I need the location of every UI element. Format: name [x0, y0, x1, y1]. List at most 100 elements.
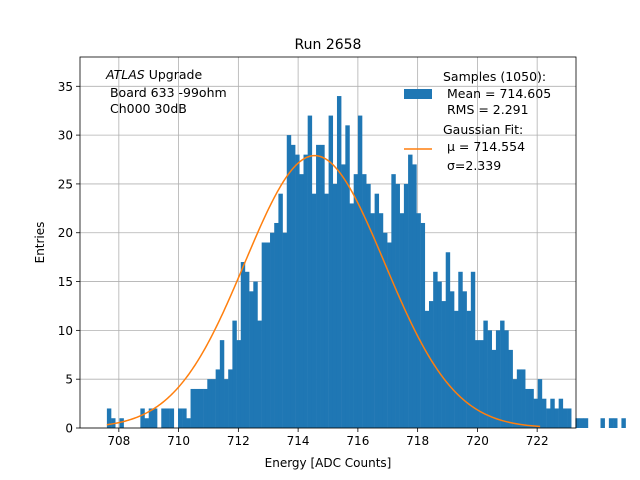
histogram-bar — [311, 193, 317, 428]
histogram-bar — [257, 320, 262, 428]
y-tick-label: 30 — [58, 129, 73, 143]
histogram-bar — [374, 193, 380, 428]
x-tick-label: 718 — [406, 434, 429, 448]
histogram-bar — [286, 135, 292, 428]
histogram-bar — [119, 418, 124, 428]
histogram-bar — [378, 213, 384, 428]
histogram-bar — [399, 213, 405, 428]
histogram-bar — [303, 154, 308, 428]
legend-mu: μ = 714.554 — [443, 139, 525, 154]
annotation-line-1: ATLAS Upgrade — [105, 67, 202, 82]
histogram-bar — [454, 310, 459, 428]
x-tick-label: 716 — [346, 434, 369, 448]
histogram-bar — [186, 418, 191, 428]
histogram-bar — [198, 388, 204, 428]
histogram-bar — [579, 418, 585, 428]
histogram-bar — [215, 369, 221, 428]
histogram-bar — [558, 398, 564, 428]
histogram-bar — [253, 281, 258, 428]
histogram-bar — [332, 183, 338, 428]
histogram-bar — [437, 281, 442, 428]
legend-samples-title: Samples (1050): — [443, 69, 546, 84]
histogram-bars — [106, 96, 626, 429]
legend-histogram-swatch — [404, 89, 432, 99]
histogram-bar — [533, 398, 539, 428]
histogram-bar — [412, 164, 417, 429]
histogram-bar — [462, 291, 467, 428]
annotation-upgrade: Upgrade — [145, 67, 203, 82]
y-tick-label: 10 — [58, 324, 73, 338]
legend-fit-title: Gaussian Fit: — [443, 122, 523, 137]
histogram-bar — [608, 418, 614, 428]
y-tick-label: 5 — [65, 373, 73, 387]
histogram-bar — [387, 242, 392, 428]
histogram-bar — [479, 340, 484, 428]
histogram-bar — [224, 379, 229, 428]
x-tick-label: 712 — [227, 434, 250, 448]
histogram-bar — [244, 271, 250, 428]
x-tick-label: 710 — [167, 434, 190, 448]
histogram-bar — [169, 408, 175, 428]
histogram-bar — [491, 349, 497, 428]
histogram-bar — [483, 320, 488, 428]
annotation-atlas-italic: ATLAS — [105, 67, 145, 82]
legend-mean: Mean = 714.605 — [443, 86, 551, 101]
legend: Samples (1050): Mean = 714.605 RMS = 2.2… — [404, 69, 551, 173]
histogram-bar — [290, 144, 296, 429]
atlas-annotation: ATLAS Upgrade Board 633 -99ohm Ch000 30d… — [105, 67, 227, 116]
histogram-bar — [265, 242, 271, 428]
histogram-bar — [324, 193, 329, 428]
histogram-bar — [441, 301, 446, 428]
histogram-bar — [583, 418, 589, 428]
histogram-bar — [165, 408, 170, 428]
histogram-bar — [516, 369, 522, 428]
x-tick-label: 720 — [466, 434, 489, 448]
plot-frame — [79, 56, 577, 429]
histogram-bar — [236, 340, 242, 428]
histogram-bar — [316, 144, 321, 429]
legend-sigma: σ=2.339 — [443, 158, 501, 173]
gaussian-fit-curve — [106, 154, 541, 428]
histogram-bar — [270, 232, 275, 428]
histogram-bar — [240, 262, 246, 428]
histogram-bar — [144, 418, 149, 428]
y-tick-label: 0 — [65, 422, 73, 436]
histogram-bar — [152, 408, 158, 428]
histogram-bar — [320, 144, 325, 429]
x-tick-label: 708 — [107, 434, 130, 448]
histogram-bar — [370, 213, 375, 428]
histogram-bar — [274, 222, 279, 428]
x-tick-label: 722 — [526, 434, 549, 448]
histogram-bar — [562, 408, 568, 428]
chart-title: Run 2658 — [295, 37, 362, 53]
histogram-bar — [416, 213, 421, 428]
histogram-bar — [182, 408, 187, 428]
annotation-line-2: Board 633 -99ohm — [106, 85, 227, 100]
y-tick-label: 15 — [58, 275, 73, 289]
histogram-bar — [403, 183, 409, 428]
histogram-bar — [178, 408, 183, 428]
histogram-bar — [433, 271, 438, 428]
y-tick-label: 20 — [58, 226, 73, 240]
histogram-bar — [228, 369, 233, 428]
histogram-bar — [541, 398, 547, 428]
histogram-bar — [341, 164, 346, 429]
histogram-bar — [391, 174, 396, 428]
histogram-bar — [382, 232, 388, 428]
histogram-bar — [424, 310, 430, 428]
histogram-bar — [140, 408, 145, 428]
histogram-bar — [190, 388, 195, 428]
histogram-bar — [613, 418, 618, 428]
histogram-bar — [232, 320, 237, 428]
annotation-line-3: Ch000 30dB — [106, 101, 187, 116]
histogram-bar — [504, 330, 509, 428]
histogram-bar — [529, 388, 534, 428]
histogram-bar — [261, 242, 267, 428]
y-tick-label: 35 — [58, 80, 73, 94]
histogram-bar — [203, 388, 208, 428]
histogram-bar — [249, 291, 254, 428]
histogram-bar — [466, 310, 472, 428]
histogram-bar — [470, 271, 476, 428]
histogram-bar — [349, 203, 354, 428]
